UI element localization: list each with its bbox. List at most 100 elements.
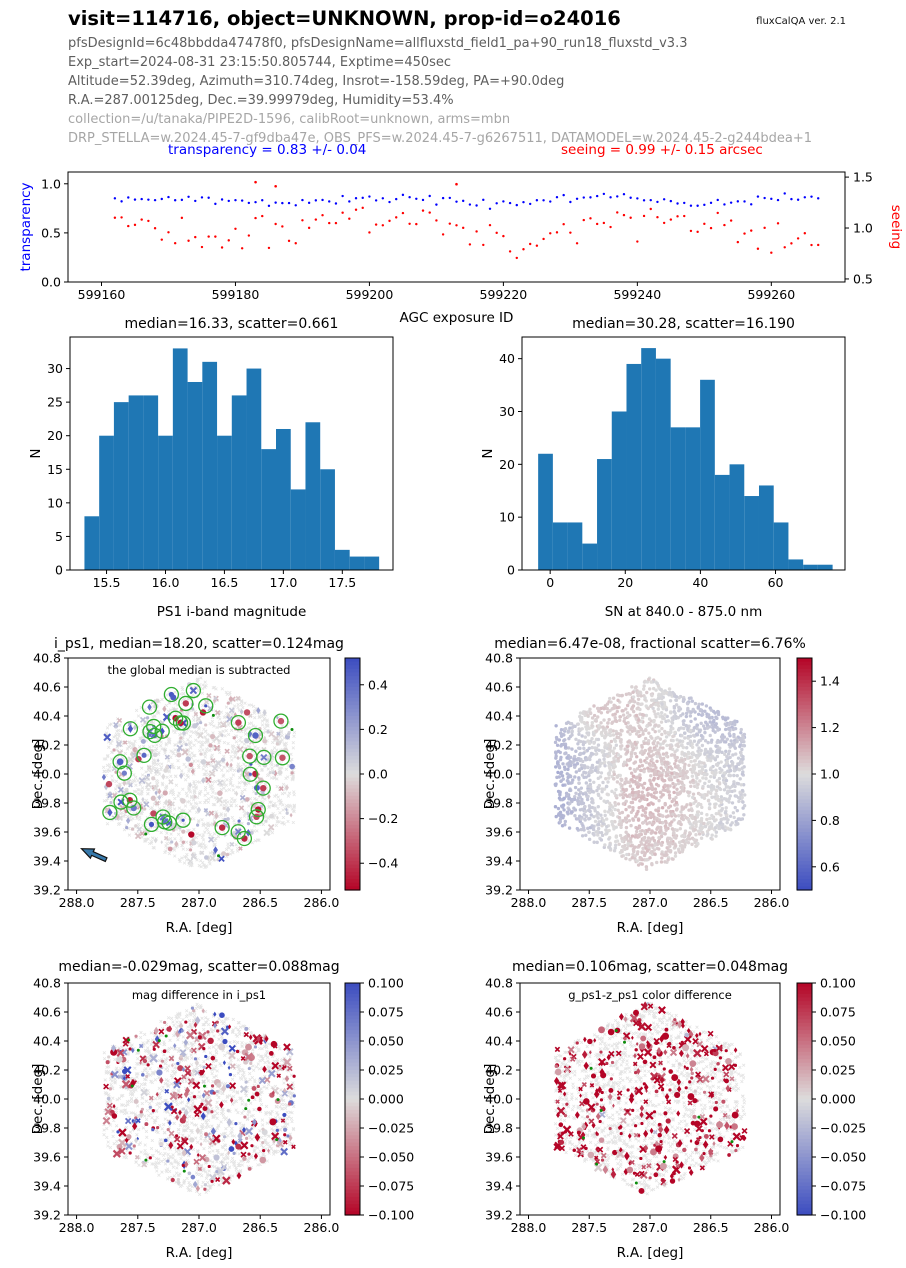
svg-text:40.4: 40.4	[33, 709, 61, 724]
svg-text:286.0: 286.0	[754, 1220, 790, 1235]
svg-text:39.8: 39.8	[485, 796, 513, 811]
color-difference-sky-map: median=0.106mag, scatter=0.048mag g_ps1-z…	[482, 959, 866, 1261]
svg-text:40.4: 40.4	[485, 1034, 513, 1049]
svg-text:40.0: 40.0	[33, 767, 61, 782]
page-title: visit=114716, object=UNKNOWN, prop-id=o2…	[68, 7, 621, 30]
svg-text:N: N	[28, 448, 44, 458]
svg-text:40.2: 40.2	[485, 1063, 513, 1078]
svg-text:599180: 599180	[212, 287, 260, 302]
svg-text:0.075: 0.075	[820, 1005, 856, 1020]
svg-text:39.2: 39.2	[485, 1208, 513, 1223]
svg-text:R.A. [deg]: R.A. [deg]	[166, 920, 233, 936]
svg-text:286.0: 286.0	[304, 1220, 340, 1235]
svg-text:287.5: 287.5	[120, 895, 156, 910]
svg-text:mag difference in i_ps1: mag difference in i_ps1	[132, 988, 266, 1002]
svg-text:286.5: 286.5	[242, 1220, 278, 1235]
svg-text:R.A. [deg]: R.A. [deg]	[617, 1245, 684, 1261]
seeing-stat: seeing = 0.99 +/- 0.15 arcsec	[561, 142, 763, 158]
svg-text:0.000: 0.000	[368, 1092, 404, 1107]
svg-text:17.5: 17.5	[328, 575, 356, 590]
svg-text:Dec. [deg]: Dec. [deg]	[30, 739, 46, 810]
svg-text:40.2: 40.2	[485, 738, 513, 753]
svg-text:0.8: 0.8	[820, 813, 840, 828]
svg-text:0: 0	[55, 563, 63, 578]
svg-text:0: 0	[546, 575, 554, 590]
svg-text:288.0: 288.0	[511, 1220, 547, 1235]
svg-text:286.5: 286.5	[693, 895, 729, 910]
svg-text:R.A. [deg]: R.A. [deg]	[617, 920, 684, 936]
svg-text:0.0: 0.0	[368, 767, 388, 782]
svg-text:599260: 599260	[747, 287, 795, 302]
svg-text:20: 20	[499, 457, 515, 472]
svg-text:SN at 840.0 - 875.0 nm: SN at 840.0 - 875.0 nm	[605, 604, 763, 620]
svg-text:AGC exposure ID: AGC exposure ID	[400, 310, 514, 326]
svg-text:−0.075: −0.075	[368, 1179, 414, 1194]
svg-text:16.0: 16.0	[152, 575, 180, 590]
flux-ratio-sky-map: median=6.47e-08, fractional scatter=6.76…	[482, 636, 840, 936]
svg-text:−0.100: −0.100	[820, 1208, 866, 1223]
svg-text:seeing: seeing	[888, 205, 904, 250]
svg-text:1.0: 1.0	[820, 767, 840, 782]
svg-text:Dec. [deg]: Dec. [deg]	[482, 1064, 498, 1135]
svg-text:288.0: 288.0	[59, 895, 95, 910]
svg-text:0.4: 0.4	[368, 677, 388, 692]
svg-text:PS1 i-band magnitude: PS1 i-band magnitude	[157, 604, 307, 620]
svg-text:1.0: 1.0	[853, 221, 873, 236]
svg-text:−0.050: −0.050	[820, 1150, 866, 1165]
svg-text:287.0: 287.0	[181, 895, 217, 910]
svg-text:39.2: 39.2	[33, 883, 61, 898]
design-info-line: pfsDesignId=6c48bbdda47478f0, pfsDesignN…	[68, 36, 688, 51]
coords-info-line: R.A.=287.00125deg, Dec.=39.99979deg, Hum…	[68, 93, 454, 108]
svg-text:40.4: 40.4	[33, 1034, 61, 1049]
svg-text:20: 20	[617, 575, 633, 590]
svg-text:1.2: 1.2	[820, 720, 840, 735]
svg-text:40.8: 40.8	[485, 651, 513, 666]
pointing-info-line: Altitude=52.39deg, Azimuth=310.74deg, In…	[68, 74, 565, 89]
svg-text:0.2: 0.2	[368, 722, 388, 737]
svg-text:287.0: 287.0	[181, 1220, 217, 1235]
svg-text:288.0: 288.0	[59, 1220, 95, 1235]
svg-text:0.100: 0.100	[820, 976, 856, 991]
svg-text:40.6: 40.6	[33, 680, 61, 695]
svg-text:39.4: 39.4	[33, 854, 61, 869]
svg-text:599240: 599240	[613, 287, 661, 302]
svg-text:0.000: 0.000	[820, 1092, 856, 1107]
pipeline-info-line: DRP_STELLA=w.2024.45-7-gf9dba47e, OBS_PF…	[68, 131, 812, 146]
collection-info-line: collection=/u/tanaka/PIPE2D-1596, calibR…	[68, 112, 511, 127]
svg-text:40.4: 40.4	[485, 709, 513, 724]
svg-text:median=0.106mag, scatter=0.048: median=0.106mag, scatter=0.048mag	[512, 959, 788, 975]
iband-magnitude-histogram: median=16.33, scatter=0.661 15.5 16.0 16.5 1…	[28, 316, 394, 620]
svg-text:median=-0.029mag, scatter=0.08: median=-0.029mag, scatter=0.088mag	[58, 959, 339, 975]
svg-text:N: N	[480, 448, 496, 458]
svg-text:286.0: 286.0	[304, 895, 340, 910]
svg-text:39.6: 39.6	[33, 825, 61, 840]
svg-text:0.025: 0.025	[368, 1063, 404, 1078]
svg-text:39.8: 39.8	[33, 796, 61, 811]
svg-text:10: 10	[47, 495, 63, 510]
sn-histogram: median=30.28, scatter=16.190 0 20 40 60 0 10 20…	[480, 316, 846, 620]
svg-text:39.2: 39.2	[485, 883, 513, 898]
svg-text:39.2: 39.2	[33, 1208, 61, 1223]
svg-text:−0.025: −0.025	[368, 1121, 414, 1136]
svg-text:1.4: 1.4	[820, 674, 840, 689]
svg-text:599200: 599200	[346, 287, 394, 302]
svg-text:40.2: 40.2	[33, 1063, 61, 1078]
svg-text:−0.2: −0.2	[368, 811, 398, 826]
svg-text:39.4: 39.4	[485, 854, 513, 869]
svg-text:39.4: 39.4	[33, 1179, 61, 1194]
svg-text:0.025: 0.025	[820, 1063, 856, 1078]
svg-text:−0.025: −0.025	[820, 1121, 866, 1136]
svg-text:287.5: 287.5	[571, 895, 607, 910]
transparency-stat: transparency = 0.83 +/- 0.04	[168, 142, 367, 158]
svg-text:0.5: 0.5	[853, 271, 873, 286]
svg-text:40.0: 40.0	[485, 1092, 513, 1107]
svg-text:0.6: 0.6	[820, 859, 840, 874]
svg-text:0.100: 0.100	[368, 976, 404, 991]
svg-text:−0.100: −0.100	[368, 1208, 414, 1223]
svg-text:−0.050: −0.050	[368, 1150, 414, 1165]
svg-text:39.6: 39.6	[485, 1150, 513, 1165]
svg-text:40.8: 40.8	[33, 651, 61, 666]
svg-text:10: 10	[499, 510, 515, 525]
svg-text:Dec. [deg]: Dec. [deg]	[30, 1064, 46, 1135]
